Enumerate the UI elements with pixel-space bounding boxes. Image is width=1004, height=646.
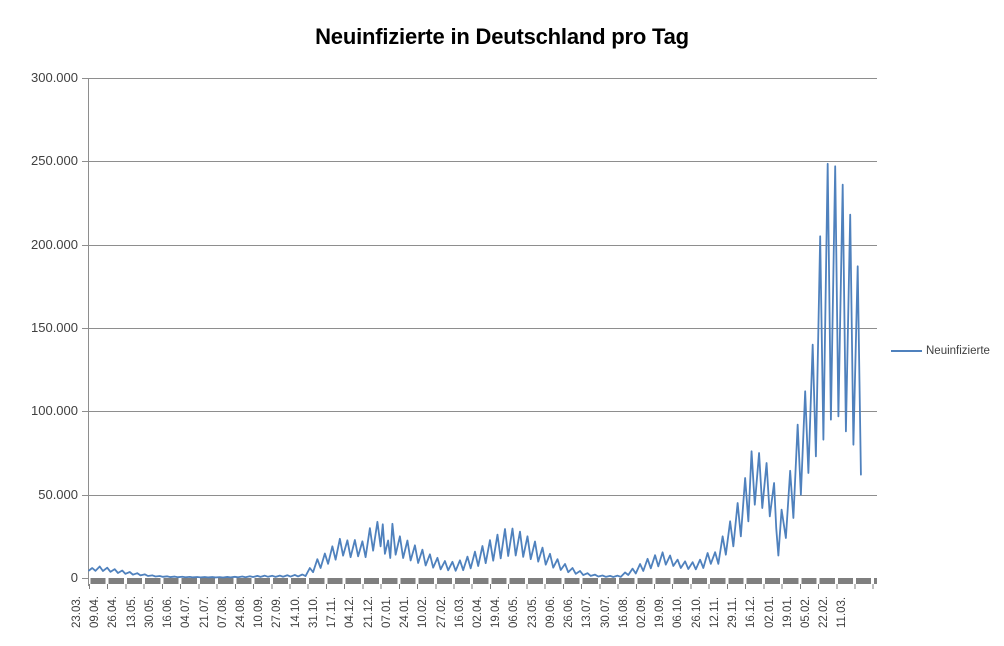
y-tick-label: 300.000 [31, 70, 78, 85]
y-axis-line [88, 78, 89, 586]
x-axis-minor-ticks [88, 584, 878, 589]
gridline [89, 411, 877, 412]
y-tick-label: 0 [70, 570, 78, 585]
y-axis-tick [82, 245, 88, 246]
gridline [89, 161, 877, 162]
x-axis-bar [89, 578, 877, 584]
y-axis-tick [82, 411, 88, 412]
y-tick-label: 50.000 [38, 487, 78, 502]
y-axis-tick [82, 495, 88, 496]
y-tick-label: 250.000 [31, 153, 78, 168]
legend[interactable]: Neuinfizierte [891, 345, 990, 357]
chart-title: Neuinfizierte in Deutschland pro Tag [315, 24, 689, 49]
gridline [89, 78, 877, 79]
legend-series-label: Neuinfizierte [926, 345, 990, 357]
y-axis-tick [82, 78, 88, 79]
legend-line-swatch-icon [891, 350, 922, 352]
y-tick-label: 100.000 [31, 403, 78, 418]
y-axis-tick [82, 328, 88, 329]
gridline [89, 328, 877, 329]
y-tick-label: 200.000 [31, 237, 78, 252]
series-line-neuinfizierte [88, 162, 862, 579]
gridline [89, 495, 877, 496]
y-axis-tick [82, 161, 88, 162]
gridline [89, 245, 877, 246]
y-tick-label: 150.000 [31, 320, 78, 335]
y-axis-tick [82, 578, 88, 579]
